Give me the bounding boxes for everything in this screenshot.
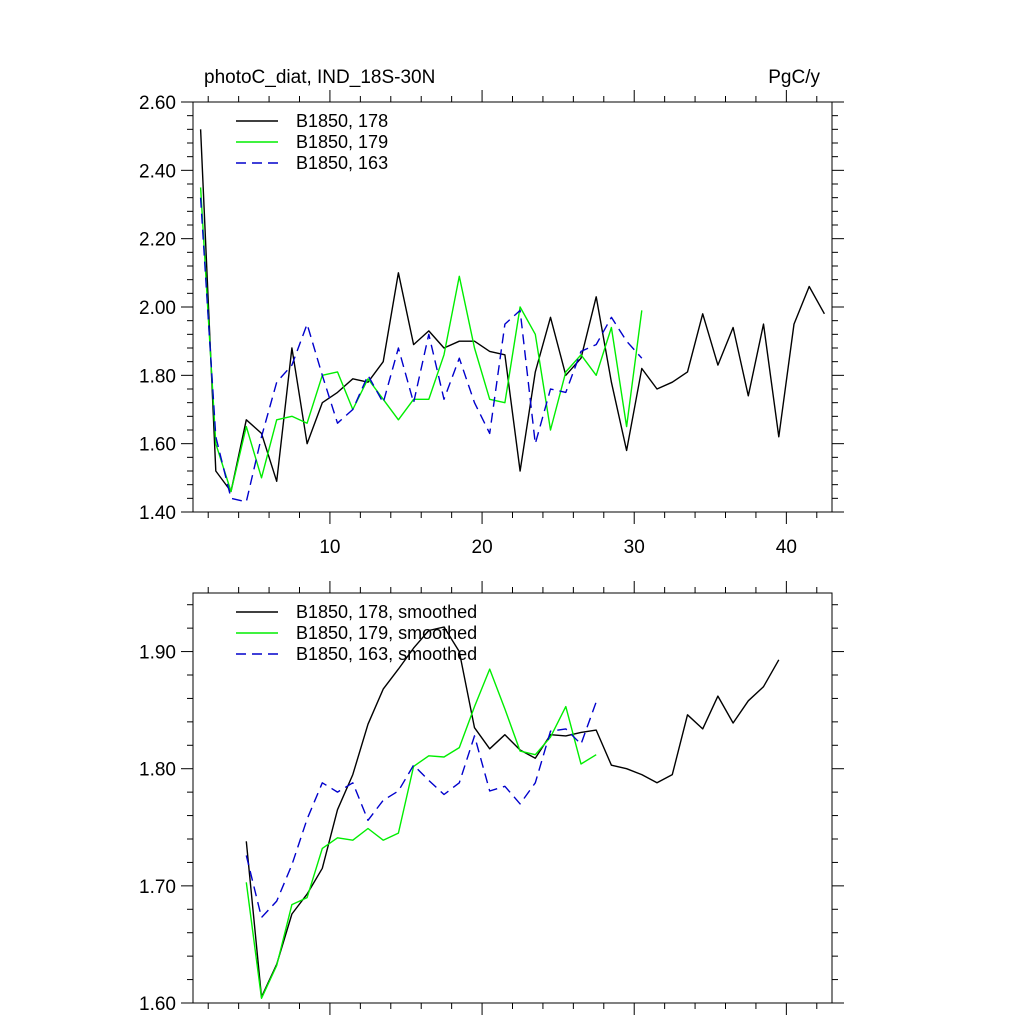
y-tick-label: 2.20 [139, 230, 176, 251]
y-tick-label: 1.90 [139, 643, 176, 664]
x-tick-label: 30 [624, 537, 645, 558]
y-tick-label: 1.40 [139, 503, 176, 524]
y-tick-label: 2.00 [139, 298, 176, 319]
x-tick-label: 40 [776, 537, 797, 558]
series-line-2 [245, 668, 597, 999]
x-tick-label: 20 [472, 537, 493, 558]
y-tick-label: 2.60 [139, 93, 176, 114]
legend-label-1: B1850, 178, smoothed [296, 602, 477, 622]
chart-title: photoC_diat, IND_18S-30N [204, 67, 435, 88]
y-tick-label: 1.60 [139, 994, 176, 1015]
legend-label-2: B1850, 179, smoothed [296, 623, 477, 643]
plot-frame [192, 101, 833, 513]
y-tick-label: 1.70 [139, 877, 176, 898]
series-line-2 [199, 187, 643, 493]
units-label: PgC/y [768, 67, 820, 88]
y-tick-label: 1.60 [139, 435, 176, 456]
plot-frame [192, 592, 833, 1004]
legend-label-2: B1850, 179 [296, 132, 388, 152]
series-line-3 [245, 701, 597, 919]
y-tick-label: 2.40 [139, 161, 176, 182]
series-line-1 [245, 626, 780, 998]
legend-label-1: B1850, 178 [296, 111, 388, 131]
legend-label-3: B1850, 163 [296, 153, 388, 173]
plot-area [245, 626, 780, 999]
series-line-3 [199, 197, 643, 503]
y-tick-label: 1.80 [139, 760, 176, 781]
chart-panel-1: 1.40 1.60 1.80 2.00 2.20 2.40 2.60 10 20 30 40 phot… [139, 67, 844, 558]
series-line-1 [199, 129, 826, 493]
legend-label-3: B1850, 163, smoothed [296, 644, 477, 664]
y-tick-label: 1.80 [139, 366, 176, 387]
x-tick-label: 10 [319, 537, 340, 558]
plot-area [199, 129, 826, 503]
